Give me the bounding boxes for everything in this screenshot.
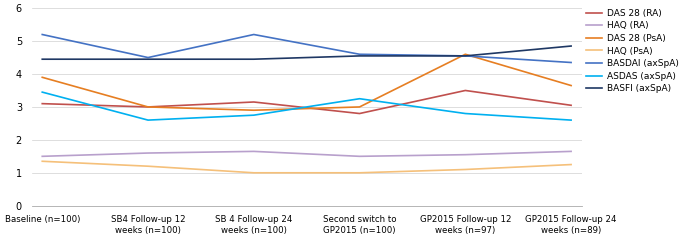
DAS 28 (PsA) bbox=[38, 76, 46, 79]
BASDAI (axSpA) bbox=[38, 33, 46, 36]
Line: BASDAI (axSpA): BASDAI (axSpA) bbox=[42, 34, 571, 62]
BASDAI (axSpA) bbox=[461, 54, 469, 57]
DAS 28 (RA) bbox=[144, 105, 152, 108]
HAQ (RA) bbox=[567, 150, 575, 153]
Line: HAQ (PsA): HAQ (PsA) bbox=[42, 161, 571, 173]
HAQ (RA) bbox=[461, 153, 469, 156]
ASDAS (axSpA) bbox=[250, 114, 258, 117]
HAQ (PsA) bbox=[567, 163, 575, 166]
Line: BASFI (axSpA): BASFI (axSpA) bbox=[42, 46, 571, 59]
BASFI (axSpA) bbox=[567, 45, 575, 48]
BASFI (axSpA) bbox=[355, 54, 363, 57]
DAS 28 (PsA) bbox=[567, 84, 575, 87]
BASDAI (axSpA) bbox=[355, 53, 363, 56]
ASDAS (axSpA) bbox=[461, 112, 469, 115]
Line: DAS 28 (RA): DAS 28 (RA) bbox=[42, 91, 571, 114]
Legend: DAS 28 (RA), HAQ (RA), DAS 28 (PsA), HAQ (PsA), BASDAI (axSpA), ASDAS (axSpA), B: DAS 28 (RA), HAQ (RA), DAS 28 (PsA), HAQ… bbox=[586, 9, 679, 93]
DAS 28 (PsA) bbox=[144, 105, 152, 108]
HAQ (PsA) bbox=[144, 165, 152, 168]
BASDAI (axSpA) bbox=[144, 56, 152, 59]
BASFI (axSpA) bbox=[461, 54, 469, 57]
DAS 28 (PsA) bbox=[461, 53, 469, 56]
HAQ (RA) bbox=[250, 150, 258, 153]
DAS 28 (PsA) bbox=[250, 109, 258, 112]
DAS 28 (RA) bbox=[567, 104, 575, 107]
Line: DAS 28 (PsA): DAS 28 (PsA) bbox=[42, 54, 571, 110]
HAQ (PsA) bbox=[38, 160, 46, 163]
ASDAS (axSpA) bbox=[567, 119, 575, 122]
BASFI (axSpA) bbox=[250, 58, 258, 61]
ASDAS (axSpA) bbox=[38, 91, 46, 93]
Line: ASDAS (axSpA): ASDAS (axSpA) bbox=[42, 92, 571, 120]
BASDAI (axSpA) bbox=[567, 61, 575, 64]
Line: HAQ (RA): HAQ (RA) bbox=[42, 151, 571, 156]
DAS 28 (RA) bbox=[38, 102, 46, 105]
DAS 28 (RA) bbox=[461, 89, 469, 92]
DAS 28 (PsA) bbox=[355, 105, 363, 108]
BASFI (axSpA) bbox=[144, 58, 152, 61]
HAQ (PsA) bbox=[250, 171, 258, 174]
DAS 28 (RA) bbox=[355, 112, 363, 115]
HAQ (RA) bbox=[144, 152, 152, 154]
BASFI (axSpA) bbox=[38, 58, 46, 61]
ASDAS (axSpA) bbox=[144, 119, 152, 122]
DAS 28 (RA) bbox=[250, 101, 258, 103]
BASDAI (axSpA) bbox=[250, 33, 258, 36]
HAQ (RA) bbox=[38, 155, 46, 158]
ASDAS (axSpA) bbox=[355, 97, 363, 100]
HAQ (PsA) bbox=[355, 171, 363, 174]
HAQ (PsA) bbox=[461, 168, 469, 171]
HAQ (RA) bbox=[355, 155, 363, 158]
